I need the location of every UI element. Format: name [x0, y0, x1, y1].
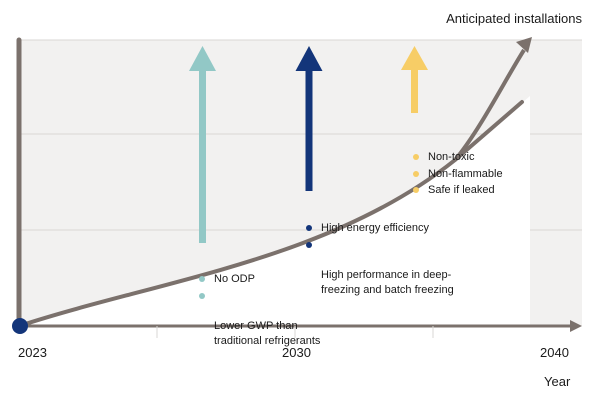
- benefit-text: High performance in deep- freezing and b…: [321, 268, 454, 296]
- growth-curve-end: [453, 48, 526, 162]
- benefit-text: Lower GWP than traditional refrigerants: [214, 319, 321, 347]
- benefit-item: Non-toxic: [413, 150, 503, 165]
- teal-arrow-shaft: [199, 68, 206, 243]
- benefit-item: High energy efficiency: [306, 221, 454, 236]
- benefit-item: Non-flammable: [413, 167, 503, 182]
- benefit-item: High performance in deep- freezing and b…: [306, 238, 454, 298]
- area-under-curve: [19, 96, 530, 326]
- benefit-text: High energy efficiency: [321, 222, 430, 234]
- bullet-dot: [413, 154, 419, 160]
- origin-dot: [12, 318, 28, 334]
- benefit-text: Safe if leaked: [428, 184, 495, 196]
- bullet-dot: [306, 241, 312, 248]
- teal-benefits-list: No ODP Lower GWP than traditional refrig…: [199, 272, 320, 350]
- navy-arrow-head: [295, 46, 323, 71]
- bullet-dot: [199, 292, 205, 299]
- bullet-dot: [413, 170, 419, 177]
- yellow-arrow-head: [401, 46, 428, 70]
- benefit-text: Non-toxic: [428, 151, 475, 163]
- x-axis-label: Year: [544, 374, 571, 389]
- benefit-text: No ODP: [214, 273, 255, 285]
- y-axis-label: Anticipated installations: [446, 11, 582, 26]
- bullet-dot: [199, 276, 205, 282]
- x-axis-arrowhead: [570, 320, 582, 332]
- benefit-item: Safe if leaked: [413, 183, 503, 198]
- bullet-dot: [306, 225, 312, 231]
- benefit-item: Lower GWP than traditional refrigerants: [199, 289, 320, 349]
- navy-benefits-list: High energy efficiency High performance …: [306, 221, 454, 299]
- benefit-text: Non-flammable: [428, 167, 503, 180]
- teal-arrow-head: [189, 46, 216, 71]
- x-tick-label: 2040: [540, 345, 569, 360]
- x-tick-label: 2030: [282, 345, 311, 360]
- benefit-item: No ODP: [199, 272, 320, 287]
- navy-arrow-shaft: [305, 68, 313, 191]
- yellow-benefits-list: Non-toxic Non-flammable Safe if leaked: [413, 150, 503, 200]
- yellow-arrow-shaft: [411, 66, 418, 113]
- bullet-dot: [413, 187, 419, 193]
- x-tick-label: 2023: [18, 345, 47, 360]
- growth-curve-arrowhead: [516, 37, 532, 53]
